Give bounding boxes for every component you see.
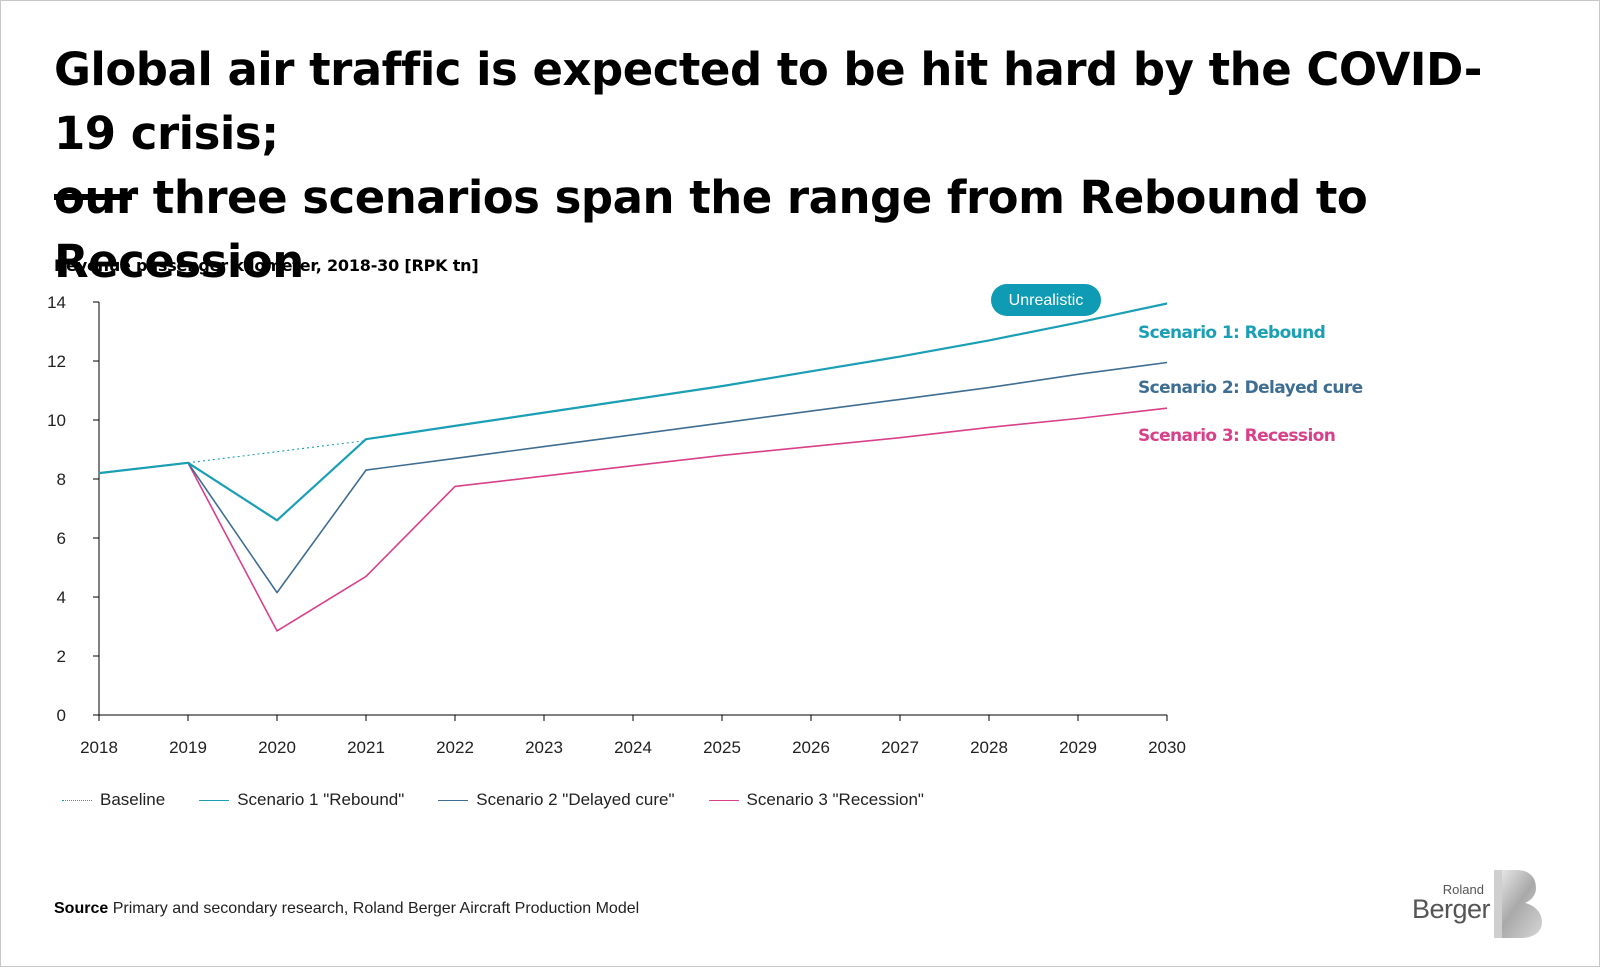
series-line-rebound — [98, 302, 1168, 522]
slide-title: Global air traffic is expected to be hit… — [54, 38, 1534, 294]
x-tick-label: 2028 — [970, 738, 1008, 757]
series-line-recession — [98, 407, 1168, 632]
recession-end-label: Scenario 3: Recession — [1138, 426, 1335, 446]
delayed-end-label: Scenario 2: Delayed cure — [1138, 378, 1363, 398]
y-tick-label: 10 — [47, 411, 66, 430]
legend-item-rebound: Scenario 1 "Rebound" — [199, 790, 404, 810]
legend-swatch-delayed — [438, 799, 469, 801]
legend-item-baseline: Baseline — [62, 790, 165, 810]
y-tick-label: 4 — [57, 588, 66, 607]
source-text: Primary and secondary research, Roland B… — [108, 900, 640, 917]
legend-label-rebound: Scenario 1 "Rebound" — [237, 790, 405, 809]
legend-swatch-baseline — [62, 799, 92, 801]
x-tick-label: 2029 — [1059, 738, 1097, 757]
x-tick-label: 2019 — [169, 738, 207, 757]
legend-swatch-rebound — [199, 799, 230, 801]
x-tick-label: 2027 — [881, 738, 919, 757]
y-tick-label: 14 — [47, 293, 66, 312]
legend-label-baseline: Baseline — [100, 790, 166, 809]
x-tick-label: 2021 — [347, 738, 385, 757]
chart-legend: Baseline Scenario 1 "Rebound" Scenario 2 "… — [62, 788, 958, 812]
series-line-baseline — [187, 440, 367, 464]
x-tick-label: 2023 — [525, 738, 563, 757]
logo-b-icon — [1494, 870, 1542, 938]
y-tick-label: 12 — [47, 352, 66, 371]
legend-label-recession: Scenario 3 "Recession" — [746, 790, 924, 809]
x-tick-label: 2025 — [703, 738, 741, 757]
y-tick-label: 8 — [57, 470, 66, 489]
x-tick-label: 2024 — [614, 738, 652, 757]
legend-label-delayed: Scenario 2 "Delayed cure" — [476, 790, 675, 809]
x-tick-label: 2026 — [792, 738, 830, 757]
logo-wordmark-berger: Berger — [1411, 894, 1491, 924]
source-label: Source — [54, 900, 109, 917]
x-tick-label: 2022 — [436, 738, 474, 757]
y-tick-label: 2 — [57, 647, 66, 666]
legend-item-delayed: Scenario 2 "Delayed cure" — [438, 790, 675, 810]
rebound-end-label: Scenario 1: Rebound — [1138, 323, 1325, 343]
x-tick-label: 2018 — [80, 738, 118, 757]
unrealistic-pill — [991, 284, 1101, 316]
chart-title: Revenue passenger kilometer, 2018-30 [RP… — [54, 256, 479, 275]
title-underline — [54, 194, 132, 200]
x-tick-label: 2030 — [1148, 738, 1186, 757]
y-tick-label: 0 — [57, 706, 66, 725]
series-line-delayed — [98, 361, 1168, 594]
y-tick-label: 6 — [57, 529, 66, 548]
source-note: Source Primary and secondary research, R… — [54, 900, 639, 918]
legend-item-recession: Scenario 3 "Recession" — [708, 790, 924, 810]
title-line-2: our three scenarios span the range from … — [54, 171, 1368, 288]
legend-swatch-recession — [708, 799, 739, 801]
x-tick-label: 2020 — [258, 738, 296, 757]
logo-wordmark-roland: Roland — [1442, 882, 1484, 897]
unrealistic-label: Unrealistic — [1009, 292, 1084, 309]
title-line-1: Global air traffic is expected to be hit… — [54, 43, 1482, 160]
roland-berger-logo: Roland Berger — [1396, 868, 1546, 942]
